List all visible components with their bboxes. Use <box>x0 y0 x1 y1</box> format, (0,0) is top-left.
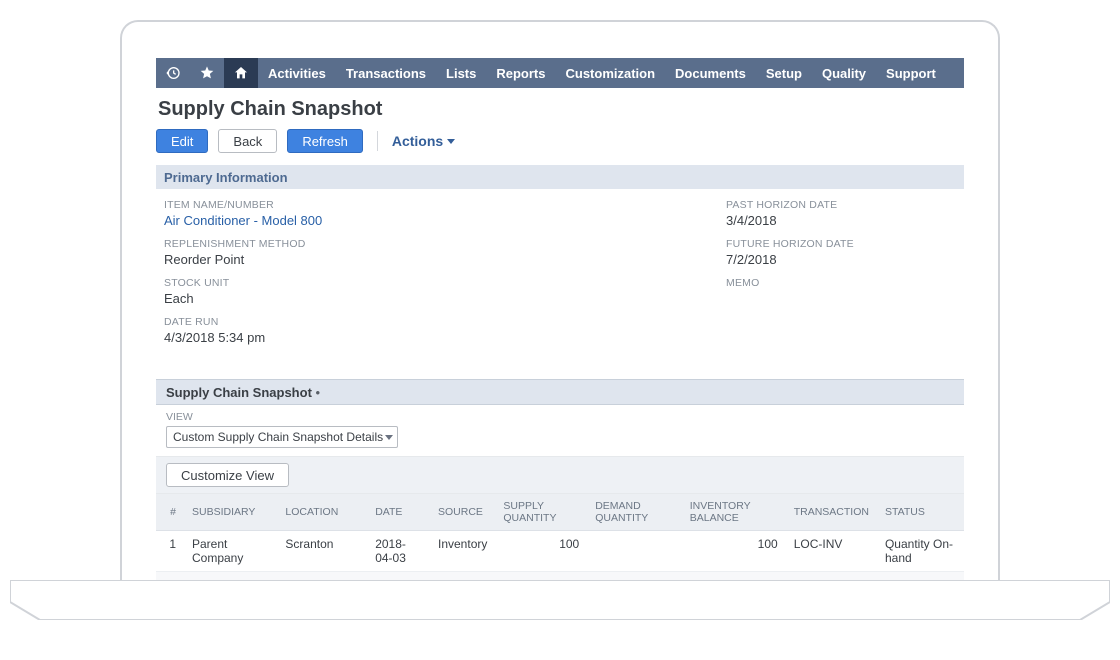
stock-unit-label: STOCK UNIT <box>164 277 726 289</box>
customize-view-button[interactable]: Customize View <box>166 463 289 487</box>
nav-setup[interactable]: Setup <box>756 58 812 88</box>
date-run-label: DATE RUN <box>164 316 726 328</box>
cell-num: 1 <box>156 531 184 572</box>
primary-info-body: ITEM NAME/NUMBER Air Conditioner - Model… <box>156 189 964 373</box>
actions-label: Actions <box>392 133 443 149</box>
nav-quality[interactable]: Quality <box>812 58 876 88</box>
table-row[interactable]: 2Parent CompanyColumbus2018-04-03Invento… <box>156 572 964 581</box>
cell-supply: 223 <box>495 572 587 581</box>
table-row[interactable]: 1Parent CompanyScranton2018-04-03Invento… <box>156 531 964 572</box>
replenishment-label: REPLENISHMENT METHOD <box>164 238 726 250</box>
memo-label: MEMO <box>726 277 956 289</box>
page-header: Supply Chain Snapshot Edit Back Refresh … <box>156 88 964 161</box>
col-inv-balance[interactable]: INVENTORY BALANCE <box>682 494 786 531</box>
replenishment-value: Reorder Point <box>164 252 726 267</box>
cell-num: 2 <box>156 572 184 581</box>
chevron-down-icon <box>385 435 393 440</box>
view-label: VIEW <box>166 411 954 423</box>
col-source[interactable]: SOURCE <box>430 494 495 531</box>
app-screen: Activities Transactions Lists Reports Cu… <box>156 58 964 580</box>
view-select[interactable]: Custom Supply Chain Snapshot Details <box>166 426 398 448</box>
cell-source: Inventory <box>430 531 495 572</box>
laptop-frame: Activities Transactions Lists Reports Cu… <box>120 20 1000 580</box>
snapshot-table: # SUBSIDIARY LOCATION DATE SOURCE SUPPLY… <box>156 494 964 580</box>
future-horizon-label: FUTURE HORIZON DATE <box>726 238 956 250</box>
actions-dropdown[interactable]: Actions <box>392 133 455 149</box>
future-horizon-value: 7/2/2018 <box>726 252 956 267</box>
star-icon[interactable] <box>190 58 224 88</box>
nav-documents[interactable]: Documents <box>665 58 756 88</box>
col-status[interactable]: STATUS <box>877 494 964 531</box>
cell-balance: 323 <box>682 572 786 581</box>
past-horizon-label: PAST HORIZON DATE <box>726 199 956 211</box>
cell-date: 2018-04-03 <box>367 572 430 581</box>
cell-demand <box>587 531 682 572</box>
action-row: Edit Back Refresh Actions <box>156 129 964 153</box>
date-run-value: 4/3/2018 5:34 pm <box>164 330 726 345</box>
nav-reports[interactable]: Reports <box>486 58 555 88</box>
item-name-value[interactable]: Air Conditioner - Model 800 <box>164 213 726 228</box>
edit-button[interactable]: Edit <box>156 129 208 153</box>
nav-customization[interactable]: Customization <box>555 58 665 88</box>
laptop-base <box>10 580 1110 620</box>
cell-subsidiary: Parent Company <box>184 531 277 572</box>
subsection-title: Supply Chain Snapshot <box>166 385 312 400</box>
nav-transactions[interactable]: Transactions <box>336 58 436 88</box>
cell-subsidiary: Parent Company <box>184 572 277 581</box>
col-date[interactable]: DATE <box>367 494 430 531</box>
nav-lists[interactable]: Lists <box>436 58 486 88</box>
col-demand-qty[interactable]: DEMAND QUANTITY <box>587 494 682 531</box>
col-num[interactable]: # <box>156 494 184 531</box>
back-button[interactable]: Back <box>218 129 277 153</box>
cell-location: Scranton <box>277 531 367 572</box>
chevron-down-icon <box>447 139 455 144</box>
nav-support[interactable]: Support <box>876 58 946 88</box>
view-block: VIEW Custom Supply Chain Snapshot Detail… <box>156 405 964 457</box>
item-name-label: ITEM NAME/NUMBER <box>164 199 726 211</box>
col-supply-qty[interactable]: SUPPLY QUANTITY <box>495 494 587 531</box>
cell-demand <box>587 572 682 581</box>
primary-info-header: Primary Information <box>156 165 964 189</box>
view-select-value: Custom Supply Chain Snapshot Details <box>173 430 383 444</box>
cell-status: Quantity On-hand <box>877 531 964 572</box>
cell-source: Inventory <box>430 572 495 581</box>
cell-transaction[interactable]: LOC-INV <box>786 531 877 572</box>
col-subsidiary[interactable]: SUBSIDIARY <box>184 494 277 531</box>
top-navbar: Activities Transactions Lists Reports Cu… <box>156 58 964 88</box>
cell-location: Columbus <box>277 572 367 581</box>
col-location[interactable]: LOCATION <box>277 494 367 531</box>
cell-date: 2018-04-03 <box>367 531 430 572</box>
past-horizon-value: 3/4/2018 <box>726 213 956 228</box>
stock-unit-value: Each <box>164 291 726 306</box>
cell-status: Quantity On-hand <box>877 572 964 581</box>
cell-balance: 100 <box>682 531 786 572</box>
home-icon[interactable] <box>224 58 258 88</box>
cell-supply: 100 <box>495 531 587 572</box>
history-icon[interactable] <box>156 58 190 88</box>
page-title: Supply Chain Snapshot <box>156 98 964 121</box>
customize-row: Customize View <box>156 457 964 494</box>
snapshot-subsection-header: Supply Chain Snapshot • <box>156 379 964 405</box>
info-col-right: PAST HORIZON DATE 3/4/2018 FUTURE HORIZO… <box>726 199 956 355</box>
nav-activities[interactable]: Activities <box>258 58 336 88</box>
refresh-button[interactable]: Refresh <box>287 129 363 153</box>
info-col-left: ITEM NAME/NUMBER Air Conditioner - Model… <box>164 199 726 355</box>
divider <box>377 131 378 151</box>
cell-transaction[interactable]: LOC-INV <box>786 572 877 581</box>
col-transaction[interactable]: TRANSACTION <box>786 494 877 531</box>
